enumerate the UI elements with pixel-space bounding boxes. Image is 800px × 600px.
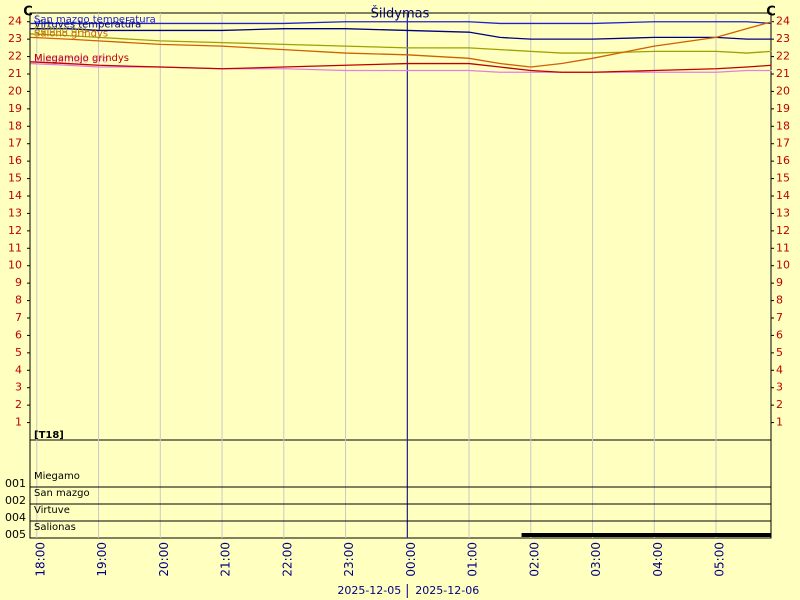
row-label: Salionas [34,522,76,533]
y-tick-label: 16 [8,154,22,167]
y-tick-label: 3 [15,381,22,394]
x-tick-label: 00:00 [404,542,418,577]
series-line [30,28,772,40]
y-tick-label: 3 [776,381,783,394]
y-tick-label: 23 [8,32,22,45]
y-tick-label: 22 [776,50,790,63]
x-tick-label: 21:00 [219,542,233,577]
y-tick-label: 21 [776,67,790,80]
y-tick-label: 1 [15,416,22,429]
x-tick-label: 23:00 [342,542,356,577]
legend-label: Salono oro [34,25,87,36]
series-line [30,33,772,54]
panel-title: [T18] [34,430,64,441]
legend-label: San mazgo temperatura [34,14,156,25]
y-tick-label: 9 [15,276,22,289]
y-tick-label: 16 [776,154,790,167]
row-code: 005 [5,528,26,541]
y-tick-label: 13 [8,206,22,219]
y-tick-label: 21 [8,67,22,80]
legend-label: Miegamojo grindys [34,53,129,64]
plot-frame [29,12,772,539]
y-tick-label: 14 [8,189,22,202]
x-tick-label: 20:00 [157,542,171,577]
x-tick-label: 01:00 [466,542,480,577]
x-tick-label: 03:00 [589,542,603,577]
y-tick-label: 9 [776,276,783,289]
y-tick-label: 7 [776,311,783,324]
y-tick-label: 22 [8,50,22,63]
y-tick-label: 8 [15,294,22,307]
y-tick-label: 12 [776,224,790,237]
status-on [521,533,771,537]
y-tick-label: 20 [776,84,790,97]
y-tick-label: 4 [15,363,22,376]
legend-label: Salono grindys [34,28,108,39]
legend-label: Miegamojo oro [34,55,108,66]
y-tick-label: 5 [15,346,22,359]
x-tick-label: 05:00 [713,542,727,577]
y-tick-label: 15 [776,172,790,185]
x-tick-label: 19:00 [95,542,109,577]
series-line [30,61,772,73]
y-tick-label: 18 [8,119,22,132]
y-tick-label: 24 [776,15,790,28]
series-line [30,21,772,68]
y-tick-label: 23 [776,32,790,45]
x-tick-label: 04:00 [651,542,665,577]
row-code: 004 [5,511,26,524]
row-label: San mazgo [34,488,90,499]
y-tick-label: 24 [8,15,22,28]
y-tick-label: 13 [776,206,790,219]
x-tick-label: 02:00 [527,542,541,577]
y-tick-label: 2 [15,398,22,411]
y-tick-label: 20 [8,84,22,97]
y-tick-label: 17 [8,137,22,150]
x-tick-label: 18:00 [33,542,47,577]
row-label: Virtuve [34,505,70,516]
y-tick-label: 10 [776,259,790,272]
row-label: Miegamo [34,471,80,482]
y-tick-label: 6 [776,328,783,341]
y-tick-label: 17 [776,137,790,150]
y-tick-label: 5 [776,346,783,359]
series-line [30,21,772,25]
y-tick-label: 11 [8,241,22,254]
y-tick-label: 12 [8,224,22,237]
y-tick-label: 4 [776,363,783,376]
x-tick-label: 22:00 [280,542,294,577]
y-tick-label: 19 [776,102,790,115]
row-code: 001 [5,477,26,490]
y-tick-label: 6 [15,328,22,341]
y-tick-label: 8 [776,294,783,307]
y-tick-label: 10 [8,259,22,272]
date-label: 2025-12-05 [337,584,401,597]
y-unit: C [23,5,33,20]
y-tick-label: 7 [15,311,22,324]
y-tick-label: 11 [776,241,790,254]
y-tick-label: 1 [776,416,783,429]
y-tick-label: 19 [8,102,22,115]
y-unit: C [766,5,776,20]
row-code: 002 [5,494,26,507]
y-tick-label: 18 [776,119,790,132]
date-label: 2025-12-06 [415,584,479,597]
y-tick-label: 14 [776,189,790,202]
legend-label: Virtuvės temperatūra [34,20,141,31]
y-tick-label: 15 [8,172,22,185]
y-tick-label: 2 [776,398,783,411]
